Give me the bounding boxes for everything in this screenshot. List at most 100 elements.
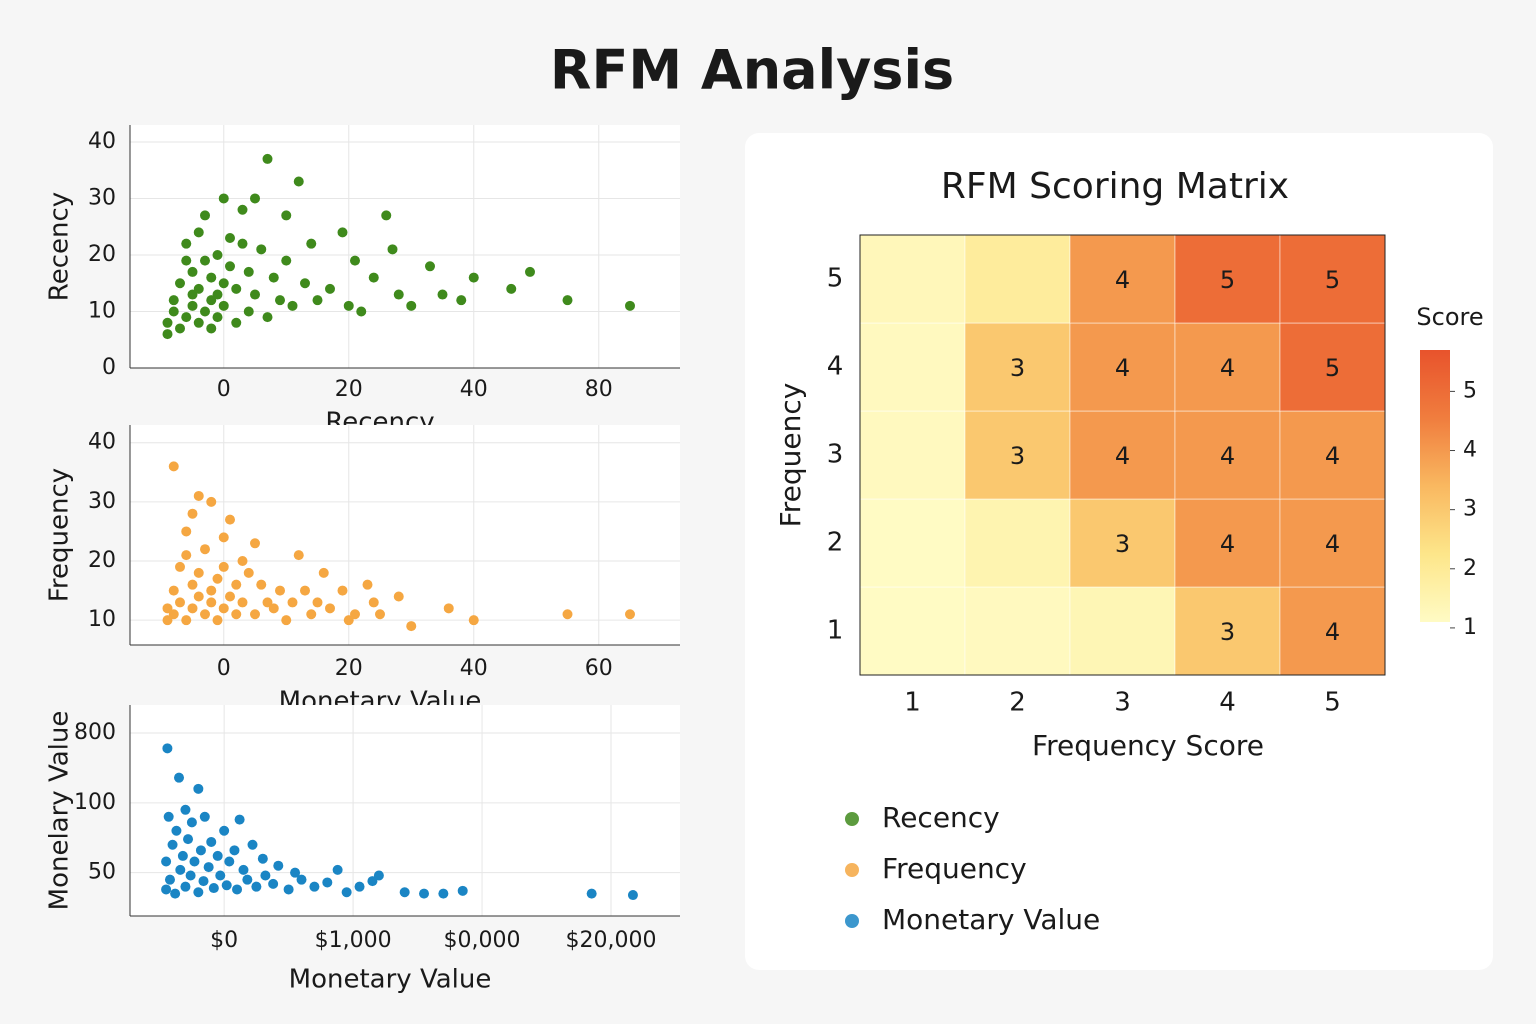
point <box>625 609 635 620</box>
point <box>174 772 185 783</box>
point <box>237 556 248 567</box>
point <box>208 883 219 894</box>
heat-cell <box>859 498 966 588</box>
point <box>243 567 254 578</box>
cell-label: 4 <box>1325 442 1340 470</box>
cell-label: 4 <box>1325 530 1340 558</box>
point <box>231 579 242 590</box>
x-tick-label: $0 <box>210 928 238 953</box>
point <box>268 272 279 283</box>
cell-label: 5 <box>1325 354 1340 382</box>
point <box>250 193 260 204</box>
cell-label: 3 <box>1220 618 1235 646</box>
x-tick-label: 20 <box>335 377 363 402</box>
heat-cell <box>964 498 1071 588</box>
point <box>457 885 468 896</box>
heat-cell <box>1279 234 1386 324</box>
point <box>231 317 242 328</box>
point <box>443 603 454 614</box>
point <box>167 839 178 850</box>
point <box>250 538 260 549</box>
legend-marker <box>845 812 859 826</box>
point <box>425 261 435 272</box>
point <box>200 255 210 266</box>
point <box>243 306 254 317</box>
plot-area <box>130 425 680 645</box>
point <box>187 508 198 519</box>
heat-cell <box>964 586 1071 676</box>
x-axis-label: Monetary Value <box>289 965 492 995</box>
point <box>250 609 260 620</box>
point <box>163 811 174 822</box>
point <box>375 609 385 620</box>
cell-label: 5 <box>1220 266 1235 294</box>
point <box>356 306 367 317</box>
point <box>195 845 206 856</box>
point <box>171 825 182 836</box>
point <box>296 874 307 885</box>
point <box>186 817 197 828</box>
point <box>419 888 430 899</box>
colorbar <box>1420 350 1450 622</box>
point <box>164 874 175 885</box>
point <box>343 615 354 626</box>
colorbar-tick-label: 4 <box>1463 438 1477 463</box>
point <box>256 244 267 255</box>
point <box>193 317 204 328</box>
y-tick-label: 100 <box>74 790 116 815</box>
point <box>187 603 198 614</box>
point <box>162 317 173 328</box>
point <box>221 880 232 891</box>
point <box>238 864 249 875</box>
point <box>218 561 229 572</box>
y-tick-label: 50 <box>88 860 116 885</box>
point <box>206 323 217 334</box>
point <box>322 877 333 888</box>
heat-cell <box>859 586 966 676</box>
point <box>218 532 229 543</box>
point <box>200 210 210 221</box>
heat-cell <box>1069 234 1176 324</box>
cell-label: 4 <box>1220 442 1235 470</box>
cell-label: 4 <box>1220 354 1235 382</box>
point <box>293 176 304 187</box>
point <box>168 609 179 620</box>
cell-label: 3 <box>1010 442 1025 470</box>
point <box>309 881 320 892</box>
point <box>250 289 260 300</box>
x-tick-label: 2 <box>1009 688 1026 718</box>
point <box>350 255 360 266</box>
point <box>206 836 217 847</box>
point <box>187 266 198 277</box>
y-tick-label: 800 <box>74 720 116 745</box>
heat-cell <box>1174 234 1281 324</box>
heat-cell <box>1279 410 1386 500</box>
point <box>162 329 173 340</box>
y-tick-label: 40 <box>88 129 116 154</box>
x-tick-label: 80 <box>585 377 613 402</box>
heat-cell <box>964 410 1071 500</box>
point <box>161 856 172 867</box>
point <box>200 544 210 555</box>
legend-label: Frequency <box>882 852 1027 885</box>
point <box>193 783 204 794</box>
y-tick-label: 30 <box>88 489 116 514</box>
x-tick-label: 40 <box>460 377 488 402</box>
point <box>229 845 240 856</box>
cell-label: 4 <box>1115 266 1130 294</box>
point <box>262 597 273 608</box>
y-tick-label: 30 <box>88 185 116 210</box>
point <box>170 888 181 899</box>
heat-cell <box>859 322 966 412</box>
x-tick-label: 5 <box>1324 688 1341 718</box>
point <box>287 300 298 311</box>
point <box>199 811 210 822</box>
point <box>393 289 404 300</box>
point <box>562 295 573 306</box>
x-tick-label: 20 <box>335 656 363 681</box>
point <box>168 295 179 306</box>
point <box>232 884 243 895</box>
point <box>212 573 223 584</box>
